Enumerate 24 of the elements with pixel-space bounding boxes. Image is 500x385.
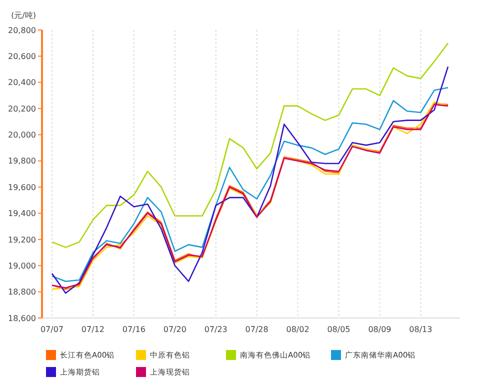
- y-tick-label: 18,800: [8, 288, 36, 297]
- x-tick-label: 07/16: [122, 325, 146, 334]
- x-tick-label: 08/13: [409, 325, 432, 334]
- line-series: [51, 42, 449, 248]
- y-tick-label: 18,600: [8, 314, 36, 323]
- y-tick-label: 19,400: [8, 209, 36, 218]
- y-axis-title: (元/吨): [11, 11, 36, 20]
- y-tick-label: 20,000: [8, 130, 36, 140]
- y-tick-label: 19,000: [8, 261, 36, 270]
- y-tick-label: 20,600: [8, 52, 36, 61]
- x-tick-label: 07/28: [245, 325, 268, 334]
- x-tick-label: 07/07: [40, 325, 64, 334]
- y-tick-label: 19,200: [8, 235, 36, 244]
- y-tick-label: 19,800: [8, 156, 36, 166]
- x-tick-label: 07/23: [204, 325, 228, 334]
- y-tick-label: 20,800: [8, 26, 36, 35]
- y-tick-label: 20,400: [8, 78, 36, 88]
- x-tick-label: 08/09: [368, 325, 392, 334]
- x-tick-label: 07/12: [81, 325, 104, 334]
- y-tick-label: 20,200: [8, 104, 36, 114]
- x-tick-label: 07/20: [163, 325, 186, 334]
- y-tick-label: 19,600: [8, 182, 36, 192]
- x-tick-label: 08/05: [327, 325, 350, 334]
- x-tick-label: 08/02: [286, 325, 310, 334]
